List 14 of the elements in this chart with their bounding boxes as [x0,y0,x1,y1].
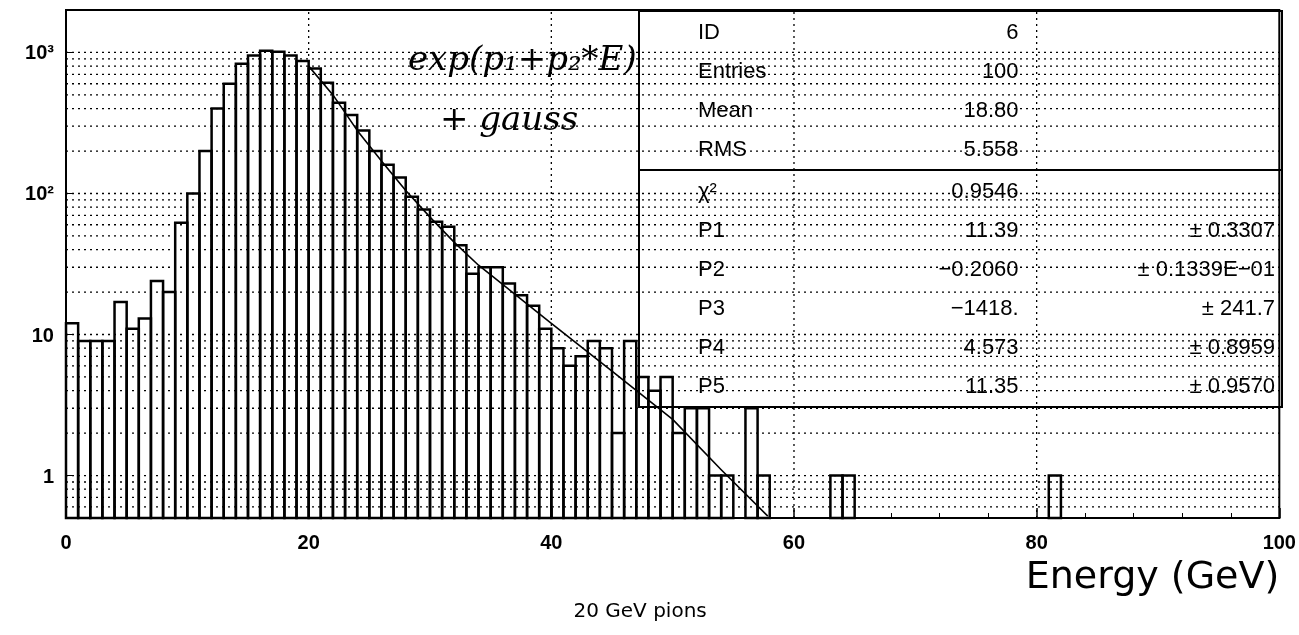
x-tick-label: 100 [1262,531,1296,553]
annotation: exp(p₁+p₂*E) [408,38,637,78]
x-axis-title: Energy (GeV) [1025,553,1280,597]
y-tick-label: 10 [31,323,54,346]
text: 20 GeV pions [573,598,707,622]
annotation: + gauss [440,98,579,138]
x-tick-label: 80 [1025,531,1048,553]
x-tick-label: 0 [60,531,72,553]
x-tick-label: 40 [540,531,563,553]
x-tick-label: 20 [297,531,320,553]
y-tick-label: 10³ [25,41,55,64]
y-tick-label: 10² [25,182,55,205]
y-tick-label: 1 [42,464,54,487]
x-tick-label: 60 [782,531,806,553]
